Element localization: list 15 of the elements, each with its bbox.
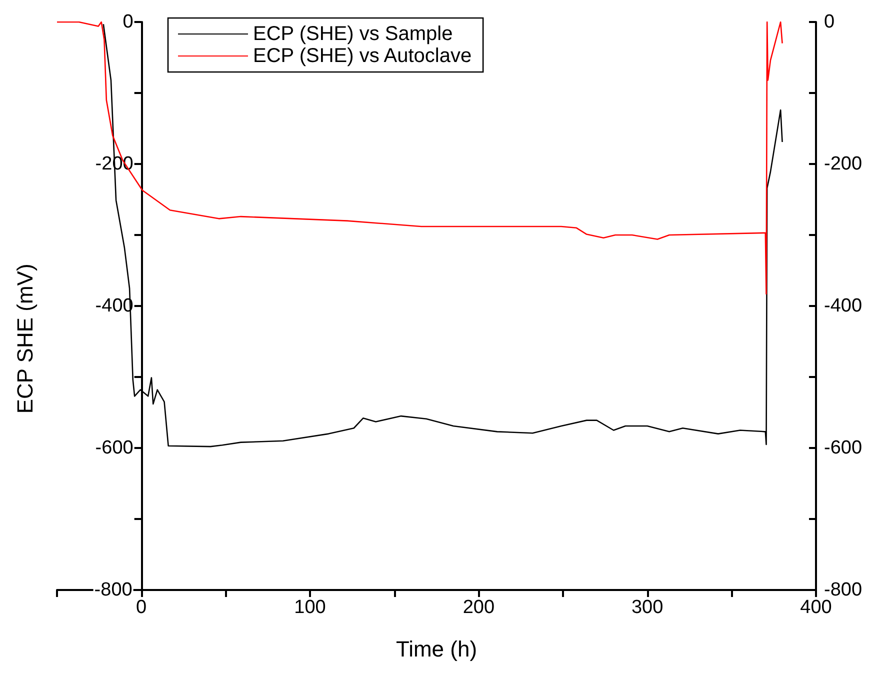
x-tick-label: 100	[294, 597, 326, 618]
legend-label: ECP (SHE) vs Sample	[253, 23, 453, 45]
y2-tick-label: -600	[824, 438, 862, 458]
y2-tick-label: -200	[824, 154, 862, 174]
y-tick-label: -600	[95, 438, 134, 458]
x-tick-label: 200	[462, 597, 495, 618]
y2-tick-label: 0	[824, 12, 835, 32]
x-tick-label: 300	[631, 597, 664, 618]
y-tick-label: 0	[122, 12, 134, 32]
y2-tick-label: -400	[824, 296, 862, 316]
x-axis-title: Time (h)	[396, 636, 478, 662]
legend-label: ECP (SHE) vs Autoclave	[253, 45, 472, 67]
y-tick-label: -800	[94, 580, 132, 600]
x-tick-label: 0	[136, 597, 147, 618]
y-axis-title: ECP SHE (mV)	[12, 264, 38, 414]
